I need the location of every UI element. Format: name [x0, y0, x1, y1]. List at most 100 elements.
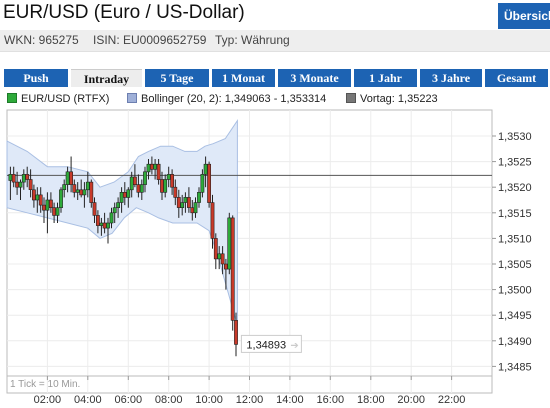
candle-body: [143, 171, 147, 185]
candle-body: [96, 215, 100, 226]
x-tick-label: 08:00: [155, 394, 183, 406]
candle-body: [79, 189, 84, 196]
tab-intraday[interactable]: Intraday: [71, 69, 142, 87]
y-tick-label: 1,3495: [498, 310, 532, 322]
candle-body: [55, 207, 60, 216]
y-tick-label: 1,3530: [498, 131, 532, 143]
candle-body: [45, 199, 50, 211]
candle-body: [156, 163, 161, 180]
y-tick-label: 1,3510: [498, 233, 532, 245]
identifier-bar: WKN: 965275 ISIN: EU0009652759 Typ: Währ…: [0, 30, 550, 52]
candle-body: [170, 174, 175, 188]
series-swatch-icon: [7, 93, 17, 103]
x-tick-label: 14:00: [276, 394, 304, 406]
candle-body: [227, 217, 232, 270]
candle-body: [48, 199, 53, 208]
candle-body: [75, 189, 80, 193]
candle-body: [220, 253, 225, 265]
arrow-right-icon: ➔: [290, 340, 298, 351]
candle-body: [69, 171, 74, 185]
tab-1-jahr[interactable]: 1 Jahr: [354, 69, 417, 87]
isin-label: ISIN: EU0009652759: [93, 33, 207, 47]
y-tick-label: 1,3515: [498, 208, 532, 220]
legend-item-vortag[interactable]: Vortag: 1,35223: [346, 93, 438, 105]
y-axis-ticks: 1,3530 1,3525 1,3520 1,3515 1,3510 1,3505 1,35…: [492, 131, 532, 373]
candle-body: [92, 202, 97, 216]
overview-button[interactable]: Übersicht: [498, 3, 550, 29]
page-title: EUR/USD (Euro / US-Dollar): [3, 2, 245, 23]
period-tabs: Push Intraday 5 Tage 1 Monat 3 Monate 1 …: [4, 69, 548, 87]
candle-body: [203, 163, 208, 175]
candle-body: [102, 222, 107, 229]
x-tick-label: 06:00: [115, 394, 143, 406]
tab-3-monate[interactable]: 3 Monate: [278, 69, 351, 87]
candle-body: [11, 174, 16, 183]
candle-body: [89, 181, 94, 203]
candle-body: [183, 197, 188, 203]
candle-body: [234, 319, 238, 345]
candle-body: [112, 207, 117, 214]
candle-body: [28, 179, 33, 190]
legend-label-vortag: Vortag: 1,35223: [360, 93, 438, 105]
y-tick-label: 1,3500: [498, 285, 532, 297]
candle-body: [52, 207, 57, 216]
candle-body: [150, 163, 154, 170]
x-tick-label: 22:00: [438, 394, 466, 406]
candle-body: [133, 176, 137, 185]
candle-body: [72, 184, 77, 193]
x-tick-label: 10:00: [195, 394, 223, 406]
candle-body: [210, 202, 215, 239]
y-tick-label: 1,3490: [498, 336, 532, 348]
candle-body: [187, 197, 191, 208]
y-tick-label: 1,3485: [498, 361, 532, 373]
candle-body: [217, 253, 222, 260]
x-tick-label: 02:00: [34, 394, 62, 406]
wkn-label: WKN: 965275: [4, 33, 79, 47]
candle-body: [200, 174, 205, 193]
candle-body: [190, 207, 195, 214]
candle-body: [15, 181, 20, 188]
candle-body: [180, 202, 185, 209]
x-tick-label: 16:00: [317, 394, 345, 406]
candle-body: [8, 174, 13, 181]
tab-3-jahre[interactable]: 3 Jahre: [420, 69, 482, 87]
legend-item-bollinger[interactable]: Bollinger (20, 2): 1,349063 - 1,353314: [127, 93, 326, 105]
tab-5-tage[interactable]: 5 Tage: [145, 69, 209, 87]
candle-body: [126, 189, 131, 198]
x-tick-label: 04:00: [74, 394, 102, 406]
candle-body: [122, 192, 127, 198]
candle-body: [38, 194, 43, 206]
candle-body: [65, 171, 70, 185]
bollinger-band: [6, 118, 238, 326]
candle-body: [207, 163, 212, 203]
legend-label-eurusd: EUR/USD (RTFX): [21, 93, 110, 105]
tab-1-monat[interactable]: 1 Monat: [212, 69, 275, 87]
candle-body: [173, 186, 178, 198]
candle-body: [193, 202, 198, 214]
candle-body: [42, 204, 46, 211]
candle-body: [146, 163, 151, 173]
chart-legend: EUR/USD (RTFX) Bollinger (20, 2): 1,3490…: [4, 93, 548, 108]
tab-gesamt[interactable]: Gesamt: [485, 69, 548, 87]
candles: [8, 156, 238, 357]
y-tick-label: 1,3520: [498, 182, 532, 194]
candle-body: [21, 174, 26, 183]
candle-body: [129, 176, 134, 191]
type-label: Typ: Währung: [215, 33, 290, 47]
x-tick-label: 18:00: [357, 394, 385, 406]
candle-body: [25, 174, 30, 180]
legend-item-eurusd[interactable]: EUR/USD (RTFX): [7, 93, 109, 105]
candle-body: [31, 189, 36, 201]
candle-body: [116, 202, 121, 209]
candle-body: [119, 192, 124, 203]
tab-push[interactable]: Push: [4, 69, 68, 87]
last-price-value: 1,34893: [246, 339, 286, 351]
candle-body: [106, 222, 110, 229]
tick-interval-note: 1 Tick = 10 Min.: [10, 379, 80, 390]
candle-body: [139, 184, 144, 193]
candle-body: [85, 181, 90, 191]
candle-body: [18, 181, 23, 188]
last-price-box: [240, 334, 302, 353]
candle-body: [197, 192, 201, 203]
